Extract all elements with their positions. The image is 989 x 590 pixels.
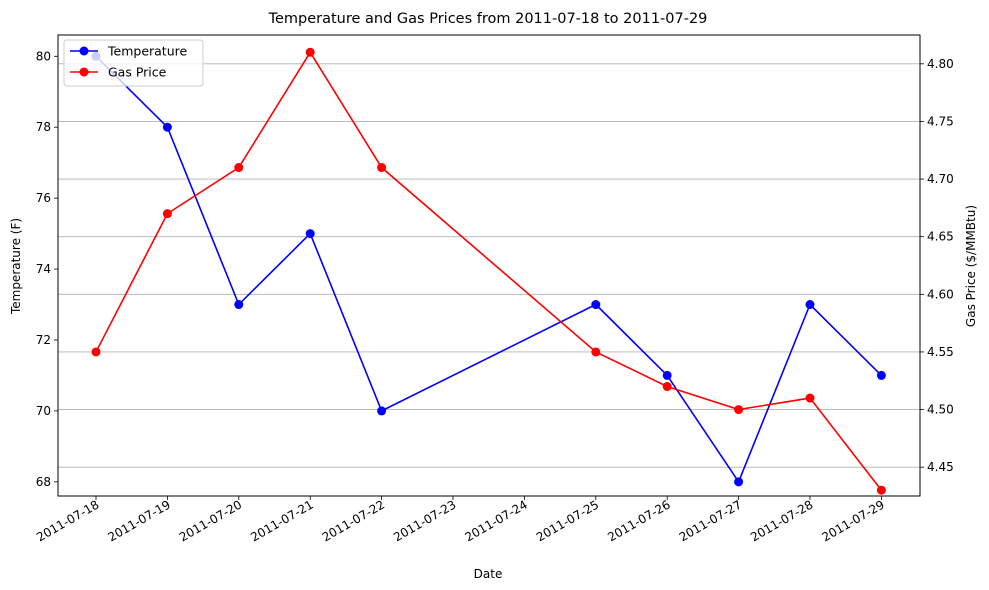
data-point	[591, 347, 601, 357]
x-tick-label: 2011-07-24	[462, 497, 529, 544]
legend-marker	[79, 46, 89, 56]
data-point	[805, 300, 815, 310]
series-temperature	[91, 51, 886, 487]
y-left-tick-label: 74	[36, 262, 51, 276]
data-point	[876, 370, 886, 380]
legend: Temperature Gas Price	[63, 39, 204, 87]
legend-marker	[79, 67, 89, 77]
y-axis-right: 4.45 4.50 4.55 4.60 4.65 4.70 4.75 4.80	[920, 57, 954, 474]
x-axis: 2011-07-18 2011-07-19 2011-07-20 2011-07-21…	[34, 496, 887, 544]
data-point	[662, 382, 672, 392]
y-left-tick-label: 78	[36, 120, 51, 134]
y-right-tick-label: 4.70	[927, 172, 954, 186]
legend-box	[63, 39, 204, 87]
x-axis-label: Date	[474, 567, 503, 581]
x-tick-label: 2011-07-22	[320, 497, 387, 544]
y-right-tick-label: 4.75	[927, 114, 954, 128]
y-right-tick-label: 4.65	[927, 230, 954, 244]
data-point	[591, 300, 601, 310]
x-tick-label: 2011-07-20	[177, 497, 244, 544]
data-point	[234, 163, 244, 173]
legend-entry: Temperature	[70, 44, 187, 59]
y-left-tick-label: 80	[36, 49, 51, 63]
y-left-tick-label: 72	[36, 333, 51, 347]
y-right-tick-label: 4.50	[927, 403, 954, 417]
x-tick-label: 2011-07-19	[105, 497, 172, 544]
legend-entry: Gas Price	[70, 65, 167, 80]
data-point	[377, 163, 387, 173]
data-point	[162, 122, 172, 132]
x-tick-label: 2011-07-29	[819, 497, 886, 544]
y-right-tick-label: 4.80	[927, 57, 954, 71]
x-tick-label: 2011-07-27	[677, 497, 744, 544]
data-point	[234, 300, 244, 310]
x-tick-label: 2011-07-18	[34, 497, 101, 544]
data-point	[734, 477, 744, 487]
x-tick-label: 2011-07-28	[748, 497, 815, 544]
y-right-tick-label: 4.55	[927, 345, 954, 359]
x-tick-label: 2011-07-23	[391, 497, 458, 544]
y-axis-left-label: Temperature (F)	[9, 218, 23, 315]
y-right-tick-label: 4.60	[927, 287, 954, 301]
series-layer	[91, 47, 886, 495]
data-point	[734, 405, 744, 415]
data-point	[876, 485, 886, 495]
data-point	[162, 209, 172, 219]
data-point	[662, 370, 672, 380]
legend-label: Temperature	[107, 44, 187, 59]
x-tick-label: 2011-07-25	[534, 497, 601, 544]
y-left-tick-label: 68	[36, 475, 51, 489]
data-point	[305, 229, 315, 239]
y-axis-right-label: Gas Price ($/MMBtu)	[964, 205, 978, 327]
legend-label: Gas Price	[108, 65, 167, 80]
y-axis-left: 68 70 72 74 76 78 80	[36, 49, 58, 489]
data-point	[377, 406, 387, 416]
y-left-tick-label: 76	[36, 191, 51, 205]
y-left-tick-label: 70	[36, 404, 51, 418]
data-point	[805, 393, 815, 403]
grid-lines	[58, 63, 920, 468]
series-gas-price	[91, 47, 886, 495]
data-point	[91, 347, 101, 357]
data-point	[305, 47, 315, 57]
series-line	[95, 55, 882, 484]
series-line	[95, 50, 883, 491]
plot-frame	[57, 34, 921, 497]
y-right-tick-label: 4.45	[927, 460, 954, 474]
x-tick-label: 2011-07-21	[248, 497, 315, 544]
x-tick-label: 2011-07-26	[605, 497, 672, 544]
chart-title: Temperature and Gas Prices from 2011-07-…	[268, 11, 708, 27]
